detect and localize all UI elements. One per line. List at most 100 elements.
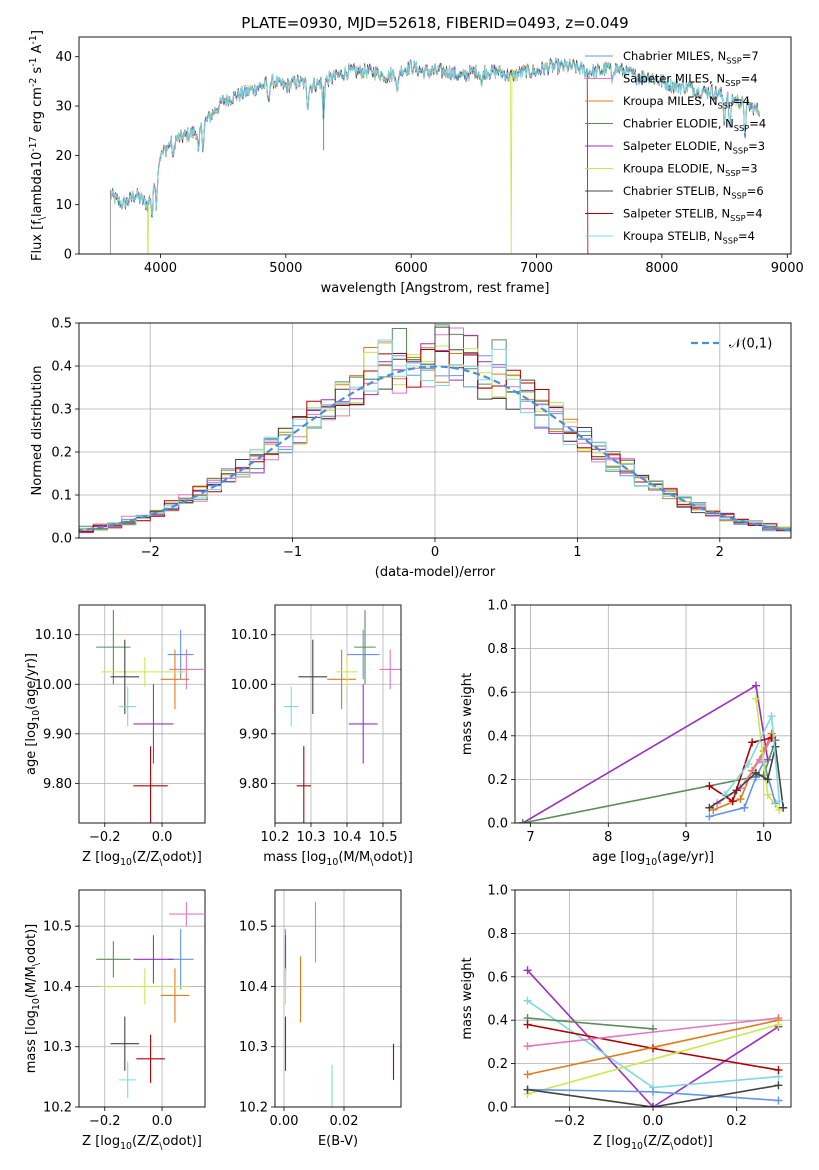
histogram-krou_stelib <box>79 339 791 534</box>
weight-marker-chab_stelib <box>774 1081 783 1090</box>
weight-marker-salp_miles <box>755 755 764 764</box>
x-tick-label: 9000 <box>771 261 804 276</box>
weight-line-salp_miles <box>527 1017 779 1047</box>
x-tick-label: 10 <box>756 830 773 845</box>
y-tick-label: 10.10 <box>35 628 72 643</box>
y-tick-label: 0.3 <box>51 403 72 418</box>
y-tick-label: 9.80 <box>43 777 72 792</box>
y-tick-label: 30 <box>55 100 72 115</box>
spectrum-panel: 4000 5000 6000 7000 8000 9000 0 10 20 30 40 wavelen… <box>28 14 804 296</box>
y-axis-label: mass weight <box>460 957 475 1039</box>
x-tick-label: 0.02 <box>330 1114 359 1129</box>
x-axis-label: wavelength [Angstrom, rest frame] <box>321 281 550 296</box>
y-tick-label: 10.4 <box>43 980 72 995</box>
mass_vs_z-plot-area <box>96 902 204 1098</box>
y-tick-label: 1.0 <box>487 884 508 899</box>
weight-marker-chab_miles <box>774 1096 783 1105</box>
x-tick-label: 0 <box>431 545 439 560</box>
age_vs_z-panel: −0.2 0.0 9.80 9.90 10.00 10.10 Z [log10​(Z/Z\​… <box>24 604 206 868</box>
y-tick-label: 10.5 <box>43 920 72 935</box>
x-tick-label: 10.2 <box>261 830 290 845</box>
weight-marker-chab_stelib <box>649 1103 657 1107</box>
legend-label-chab_stelib: Chabrier STELIB, NSSP​=6 <box>623 184 764 200</box>
weight-marker-krou_stelib <box>744 760 753 769</box>
y-tick-label: 9.80 <box>239 777 268 792</box>
y-axis-label: Flux [f\​lambda10-17​ erg cm-2​ s-1​ A-1… <box>28 30 48 261</box>
weight-marker-krou_stelib <box>523 996 532 1005</box>
weight-marker-chab_stelib <box>779 803 788 812</box>
weight-line-chab_stelib <box>527 1084 779 1107</box>
weight-marker-krou_stelib <box>720 790 729 799</box>
y-tick-label: 10.10 <box>231 628 268 643</box>
weight-marker-salp_stelib <box>748 738 757 747</box>
weight-marker-salp_stelib <box>774 1066 783 1075</box>
weight-marker-krou_stelib <box>775 797 784 806</box>
weight-line-chab_elodie <box>522 739 777 823</box>
weight-marker-krou_elodie <box>763 790 772 799</box>
x-tick-label: −0.2 <box>89 1114 121 1129</box>
legend-label-krou_miles: Kroupa MILES, NSSP​=4 <box>623 94 750 110</box>
x-tick-label: 0.0 <box>152 830 173 845</box>
x-axis-label: mass [log10​(M/M\​odot)] <box>263 850 413 868</box>
x-tick-label: 10.4 <box>333 830 362 845</box>
y-tick-label: 10.2 <box>239 1101 268 1116</box>
age_vs_z-plot-area <box>96 609 204 823</box>
residuals-plot-area <box>79 324 791 535</box>
y-tick-label: 0 <box>64 248 72 263</box>
y-tick-label: 10.4 <box>239 980 268 995</box>
normal-curve <box>79 365 791 532</box>
x-tick-label: −1 <box>283 545 302 560</box>
weight-marker-chab_stelib <box>523 1085 532 1094</box>
y-axis-label: mass [log10​(M/M\​odot)] <box>24 924 42 1074</box>
y-tick-label: 9.90 <box>239 727 268 742</box>
y-tick-label: 0.6 <box>487 686 508 701</box>
legend-label-chab_miles: Chabrier MILES, NSSP​=7 <box>623 49 759 65</box>
weight-marker-chab_miles <box>649 1087 657 1096</box>
weight-marker-krou_miles <box>523 1070 532 1079</box>
age_vs_mass-panel: 10.2 10.3 10.4 10.5 9.80 9.90 10.00 10.10 mass [… <box>231 604 413 868</box>
axes-frame <box>78 36 792 255</box>
weight-line-krou_elodie <box>527 1023 779 1095</box>
x-tick-label: 6000 <box>395 261 428 276</box>
weight-line-chab_elodie <box>527 1017 654 1030</box>
x-axis-label: (data-model)/error <box>375 565 496 580</box>
x-tick-label: −0.2 <box>554 1114 586 1129</box>
y-tick-label: 0.8 <box>487 927 508 942</box>
x-tick-label: −2 <box>141 545 160 560</box>
weight-marker-salp_stelib <box>705 781 714 790</box>
legend-label-normal: 𝒩(0,1) <box>729 337 772 352</box>
y-tick-label: 1.0 <box>487 599 508 614</box>
y-tick-label: 0.4 <box>51 360 72 375</box>
x-tick-label: 1 <box>573 545 581 560</box>
weight-marker-salp_miles <box>523 1042 532 1051</box>
age_vs_mass-plot-area <box>284 609 401 823</box>
weight-marker-krou_elodie <box>752 694 761 703</box>
y-tick-label: 9.90 <box>43 727 72 742</box>
weight-marker-salp_stelib <box>523 1020 532 1029</box>
y-tick-label: 0.2 <box>51 446 72 461</box>
x-tick-label: 5000 <box>269 261 302 276</box>
y-tick-label: 0.8 <box>487 642 508 657</box>
weight-line-krou_stelib <box>724 713 781 802</box>
legend-label-krou_stelib: Kroupa STELIB, NSSP​=4 <box>623 229 755 245</box>
x-tick-label: 7 <box>526 830 534 845</box>
x-axis-label: E(B-V) <box>318 1134 358 1149</box>
y-tick-label: 0.4 <box>487 1014 508 1029</box>
y-tick-label: 0.5 <box>51 317 72 332</box>
weight-marker-chab_miles <box>705 812 714 821</box>
legend-label-krou_elodie: Kroupa ELODIE, NSSP​=3 <box>623 162 758 178</box>
y-tick-label: 10.00 <box>231 678 268 693</box>
x-tick-label: 8000 <box>645 261 678 276</box>
weight-marker-chab_stelib <box>705 803 714 812</box>
spectrum-line-salp_stelib <box>109 57 589 254</box>
weight-marker-salp_stelib <box>728 797 737 806</box>
x-tick-label: 4000 <box>144 261 177 276</box>
y-tick-label: 0.2 <box>487 1057 508 1072</box>
residuals-panel: −2 −1 0 1 2 0.0 0.1 0.2 0.3 0.4 0.5 (data-model)/er… <box>30 317 792 580</box>
axes-frame <box>274 889 402 1108</box>
y-tick-label: 10.3 <box>239 1040 268 1055</box>
weight-marker-krou_miles <box>736 795 745 804</box>
y-axis-label: Normed distribution <box>30 366 45 496</box>
y-tick-label: 0.4 <box>487 729 508 744</box>
